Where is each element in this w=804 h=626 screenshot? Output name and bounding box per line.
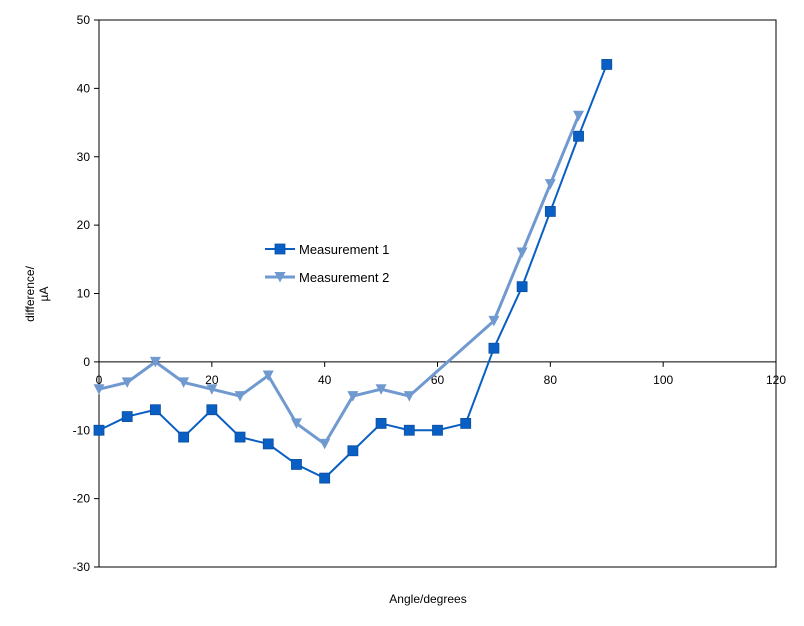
data-point xyxy=(544,206,556,217)
data-point xyxy=(319,472,331,484)
data-point xyxy=(149,356,161,368)
legend: Measurement 1 Measurement 2 xyxy=(265,242,389,285)
data-point xyxy=(573,130,584,142)
data-point xyxy=(262,370,274,382)
legend-label: Measurement 2 xyxy=(299,270,389,285)
series-line xyxy=(98,115,580,446)
data-point xyxy=(206,384,218,395)
legend-swatch-marker xyxy=(274,243,286,255)
y-tick-label: -10 xyxy=(73,423,91,437)
data-point xyxy=(347,391,359,402)
data-point xyxy=(206,404,218,416)
y-tick-label: 40 xyxy=(77,81,91,95)
data-point xyxy=(544,179,556,190)
axes xyxy=(94,19,777,568)
legend-item-1: Measurement 1 xyxy=(265,242,389,257)
y-tick-label: 0 xyxy=(83,355,90,369)
x-axis-title: Angle/degrees xyxy=(389,592,466,606)
x-tick-label: 100 xyxy=(653,373,673,387)
data-point xyxy=(601,59,613,70)
data-point xyxy=(290,418,302,429)
y-tick-label: 20 xyxy=(77,218,91,232)
series-1 xyxy=(93,59,613,484)
data-point xyxy=(178,377,190,388)
data-point xyxy=(234,431,246,443)
data-point xyxy=(178,431,190,443)
legend-label: Measurement 1 xyxy=(299,242,389,257)
data-point xyxy=(516,247,528,258)
x-tick-label: 120 xyxy=(766,373,786,387)
y-axis-title-line-2: µA xyxy=(37,287,51,302)
data-point xyxy=(403,391,415,402)
data-point xyxy=(375,418,387,429)
plot-frame xyxy=(98,19,777,568)
y-tick-label: -20 xyxy=(73,492,91,506)
y-axis-title-line-1: difference/ xyxy=(23,265,37,321)
y-tick-label: 30 xyxy=(77,150,91,164)
data-point xyxy=(93,424,105,436)
series xyxy=(93,59,613,484)
y-tick-label: 10 xyxy=(77,287,91,301)
data-point xyxy=(403,424,415,436)
data-point xyxy=(516,281,528,293)
legend-item-2: Measurement 2 xyxy=(265,270,389,285)
data-point xyxy=(262,438,274,450)
data-point xyxy=(121,411,133,422)
y-tick-label: -30 xyxy=(73,560,91,574)
data-point xyxy=(375,384,387,395)
x-tick-label: 80 xyxy=(544,373,558,387)
data-point xyxy=(93,384,105,395)
data-point xyxy=(488,315,500,327)
data-point xyxy=(234,391,246,402)
x-tick-label: 0 xyxy=(96,373,103,387)
x-tick-label: 20 xyxy=(205,373,219,387)
data-point xyxy=(432,424,443,436)
series-2 xyxy=(93,110,585,450)
data-point xyxy=(121,377,133,388)
legend-swatch-marker xyxy=(274,272,286,283)
data-point xyxy=(460,418,472,429)
data-point xyxy=(347,445,359,457)
data-point xyxy=(319,438,331,450)
x-tick-label: 60 xyxy=(431,373,445,387)
x-tick-label: 40 xyxy=(318,373,332,387)
data-point xyxy=(573,110,585,122)
data-point xyxy=(291,459,302,470)
tick-labels: -30 -20 -10 0 10 20 30 40 50 0 20 40 60 80 100 120 xyxy=(73,13,787,574)
data-point xyxy=(150,404,161,416)
data-point xyxy=(488,342,500,354)
y-tick-label: 50 xyxy=(77,13,91,27)
